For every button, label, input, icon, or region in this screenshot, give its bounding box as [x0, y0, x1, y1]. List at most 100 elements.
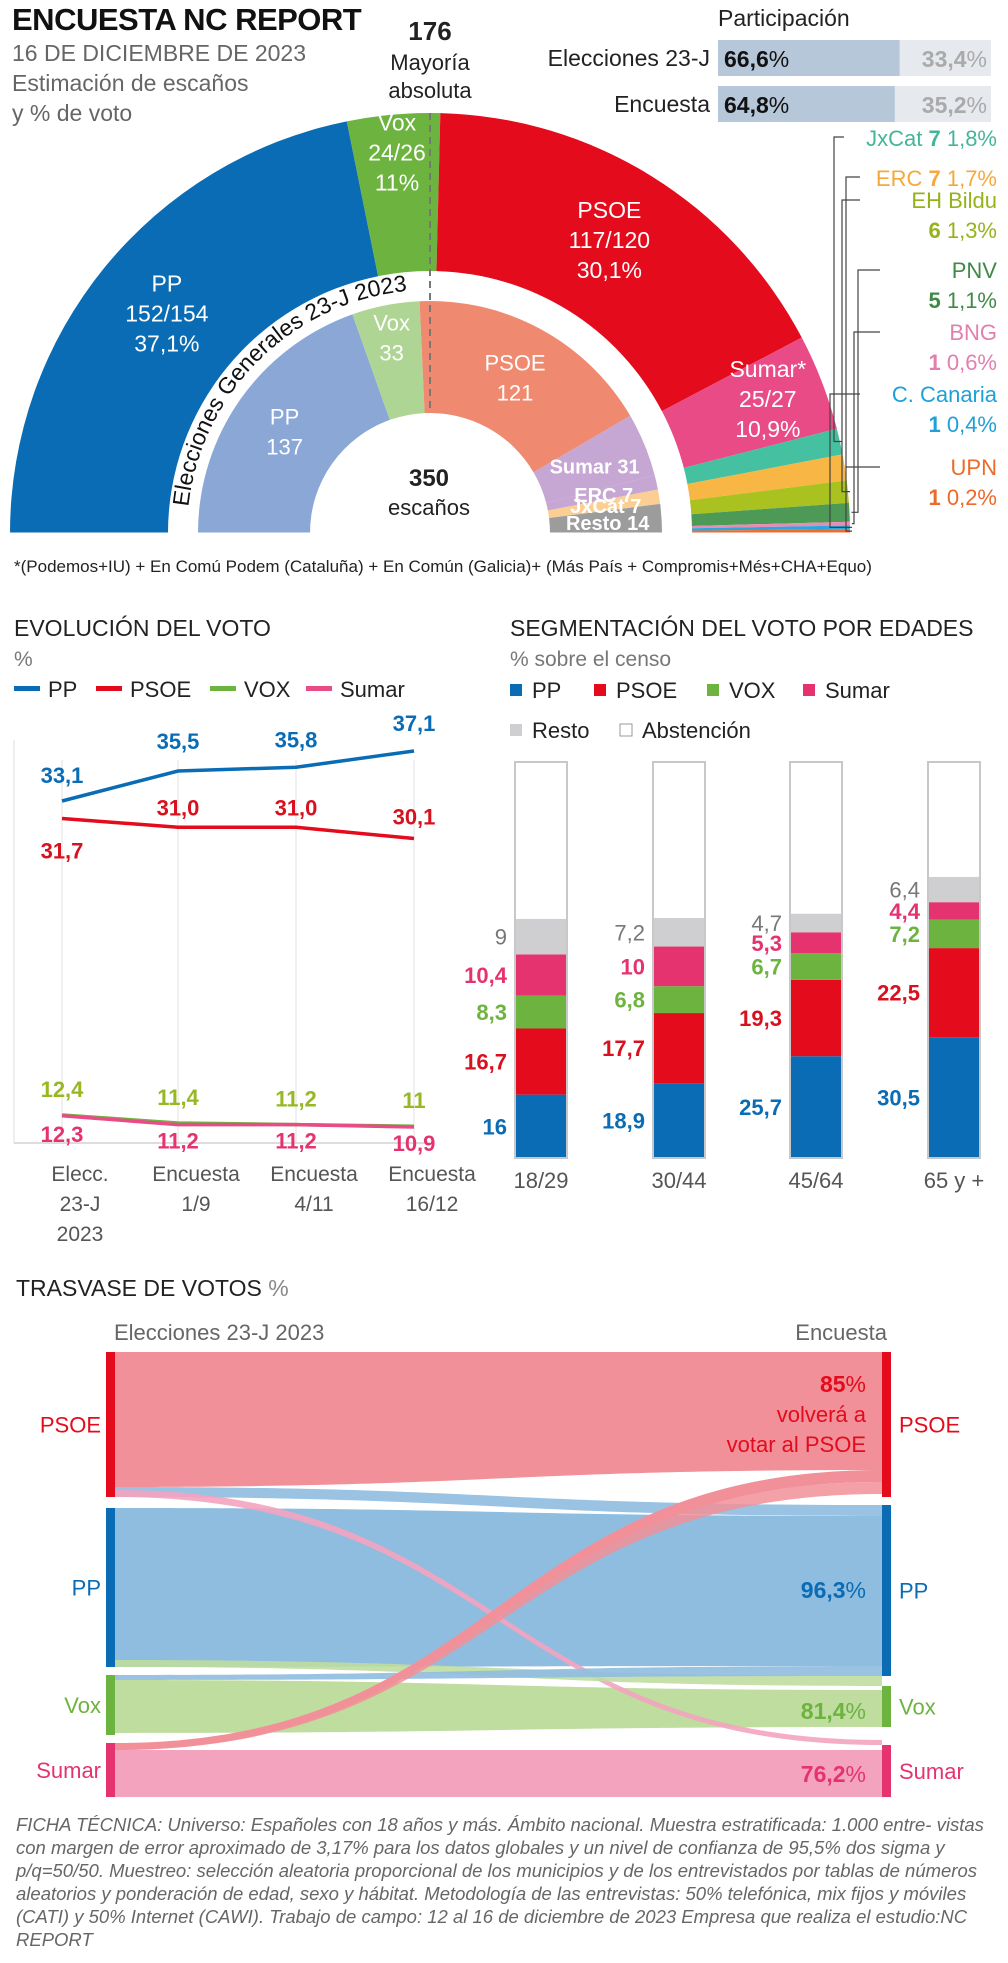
segment-bar-frame — [927, 761, 981, 1159]
segment-bar-psoe — [790, 979, 842, 1057]
segment-label-pp: 25,7 — [739, 1095, 782, 1120]
small-party-label: UPN — [951, 455, 997, 480]
transfer-pp-pct-unit: % — [846, 1577, 866, 1603]
hemicycle-inner-psoe-arc — [419, 301, 631, 473]
legend-label: PSOE — [616, 678, 677, 703]
legend-label: Sumar — [340, 677, 405, 702]
segment-label-vox: 7,2 — [889, 922, 920, 947]
segment-bar-sumar — [790, 932, 842, 954]
small-party-label: JxCat 7 1,8% — [866, 126, 997, 151]
hemicycle-outer-label-psoe: PSOE 117/120 30,1% — [569, 197, 650, 283]
small-party-seats: 7 — [928, 126, 940, 151]
segment-label-vox: 8,3 — [476, 1000, 507, 1025]
inner-label-erc: ERC 7 — [574, 485, 633, 507]
transfer-sumar-pct-number: 76,2 — [801, 1761, 846, 1787]
small-party-pct: 0,6% — [941, 350, 997, 375]
legend-label: PP — [532, 678, 561, 703]
legend-label: PP — [48, 677, 77, 702]
legend-swatch — [210, 686, 236, 691]
segment-x-label: 45/64 — [788, 1168, 843, 1193]
transfer-left-header: Elecciones 23-J 2023 — [114, 1320, 324, 1345]
small-party-values: 5 1,1% — [928, 288, 997, 313]
segmentation-title: SEGMENTACIÓN DEL VOTO POR EDADES — [510, 615, 974, 641]
seat-label-percent: 11% — [375, 169, 419, 195]
evolution-point-label-psoe: 31,0 — [275, 795, 318, 820]
segment-label-resto: 9 — [495, 925, 507, 950]
inner-label-resto: Resto 14 — [566, 513, 650, 535]
small-party-values: 1 0,4% — [928, 412, 997, 437]
participation-rest-bar — [899, 40, 991, 76]
hemicycle-footnote: *(Podemos+IU) + En Comú Podem (Cataluña)… — [14, 557, 872, 576]
transfer-sumar-pct-unit: % — [846, 1761, 866, 1787]
small-party-label: BNG — [949, 320, 997, 345]
segment-bar-sumar — [653, 946, 705, 987]
legend-label: Resto — [532, 718, 589, 743]
hemicycle-outer-psoe-arc — [436, 113, 802, 412]
small-party-connector — [851, 269, 880, 513]
transfer-unit: % — [268, 1275, 288, 1301]
participation-rest-bar — [894, 86, 991, 122]
segment-label-pp: 30,5 — [877, 1086, 920, 1111]
small-party-bng: BNG 1 0,6% — [851, 320, 997, 525]
segment-x-label: 30/44 — [651, 1168, 706, 1193]
small-party-seats: 1 — [928, 485, 940, 510]
small-party-upn: UPN 1 0,2% — [845, 455, 997, 532]
transfer-psoe-note-2: votar al PSOE — [727, 1432, 866, 1457]
legend-swatch — [594, 684, 606, 696]
flow-sumar-psoe — [115, 1470, 882, 1750]
evolution-point-label-psoe: 31,0 — [157, 795, 200, 820]
participation-rest-unit: % — [967, 46, 987, 72]
participation-row-label: Encuesta — [614, 91, 710, 117]
hemicycle-inner-sumar-arc — [533, 415, 655, 504]
page-subtitle-line1: Estimación de escaños — [12, 70, 249, 96]
segment-bar-frame — [789, 761, 843, 1159]
total-seats-number: 350 — [409, 465, 449, 492]
transfer-left-label-psoe: PSOE — [40, 1413, 101, 1438]
hemicycle-outer-upn-arc — [691, 529, 850, 533]
evolution-point-label-vox: 11,2 — [275, 1087, 317, 1112]
participation-value-unit: % — [769, 46, 789, 72]
segment-label-vox: 6,7 — [751, 955, 782, 980]
transfer-pp-pct-number: 96,3 — [801, 1577, 846, 1603]
evolution-point-label-pp: 35,8 — [275, 727, 318, 752]
legend-label: VOX — [729, 678, 776, 703]
transfer-right-label-sumar: Sumar — [899, 1759, 964, 1784]
segment-bar-abstención — [928, 762, 980, 877]
majority-label-1: Mayoría — [390, 50, 470, 75]
segment-bar-psoe — [653, 1013, 705, 1084]
hemicycle-outer-ehbildu-arc — [689, 480, 849, 515]
page-date: 16 DE DICIEMBRE DE 2023 — [12, 40, 307, 66]
participation-value-number: 64,8 — [724, 92, 769, 118]
hemicycle-inner-jxcat-arc — [547, 489, 661, 518]
small-party-values: 6 1,3% — [928, 218, 997, 243]
segment-bar-abstención — [653, 762, 705, 919]
small-party-connector — [841, 199, 860, 493]
small-party-seats: 1 — [928, 412, 940, 437]
transfer-psoe-pct-number: 85 — [820, 1371, 846, 1397]
segment-bar-resto — [928, 876, 980, 903]
segment-x-label: 18/29 — [513, 1168, 568, 1193]
legend-swatch — [96, 686, 122, 691]
transfer-right-header: Encuesta — [795, 1320, 887, 1345]
transfer-left-label-vox: Vox — [64, 1693, 101, 1718]
segment-label-psoe: 17,7 — [602, 1036, 645, 1061]
evolution-line-psoe — [61, 816, 415, 841]
legend-label: Sumar — [825, 678, 890, 703]
transfer-left-node-vox — [106, 1675, 115, 1735]
technical-sheet: FICHA TÉCNICA: Universo: Españoles con 1… — [16, 1814, 984, 1950]
small-party-connector — [829, 393, 860, 528]
segment-bar-frame — [652, 761, 706, 1159]
transfer-left-node-sumar — [106, 1743, 115, 1797]
segment-label-sumar: 10 — [621, 954, 645, 979]
small-party-erc: ERC 7 1,7% — [845, 166, 997, 468]
inner-label-vox: Vox — [373, 311, 410, 336]
majority-number: 176 — [408, 16, 451, 46]
participation-bar — [718, 40, 900, 76]
legend-swatch — [619, 723, 633, 737]
transfer-right-node-pp — [882, 1505, 891, 1676]
small-party-seats: 1 — [928, 350, 940, 375]
segment-label-pp: 16 — [483, 1114, 507, 1139]
small-party-jxcat: JxCat 7 1,8% — [833, 126, 997, 443]
inner-label-psoe: PSOE — [484, 351, 545, 376]
legend-swatch — [510, 684, 522, 696]
